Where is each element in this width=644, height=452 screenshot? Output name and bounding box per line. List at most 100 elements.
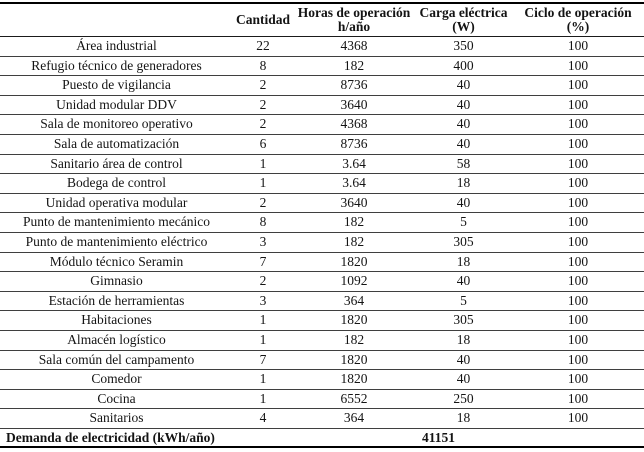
table-header: Cantidad Horas de operación h/año Carga … [0, 3, 644, 37]
ciclo-value: 100 [512, 232, 644, 253]
equipment-name: Cocina [0, 389, 233, 410]
horas-value: 3640 [293, 193, 415, 214]
cantidad-value: 1 [233, 310, 293, 331]
cantidad-value: 4 [233, 408, 293, 429]
cantidad-value: 1 [233, 173, 293, 194]
ciclo-value: 100 [512, 408, 644, 429]
ciclo-value: 100 [512, 310, 644, 331]
carga-value: 18 [415, 330, 512, 351]
equipment-name: Estación de herramientas [0, 291, 233, 312]
cantidad-value: 8 [233, 56, 293, 77]
horas-value: 182 [293, 232, 415, 253]
ciclo-value: 100 [512, 173, 644, 194]
footer-row: Demanda de electricidad (kWh/año) 41151 [0, 427, 644, 448]
carga-value: 18 [415, 173, 512, 194]
carga-value: 40 [415, 369, 512, 390]
ciclo-value: 100 [512, 350, 644, 371]
horas-value: 4368 [293, 36, 415, 57]
carga-value: 40 [415, 134, 512, 155]
carga-value: 40 [415, 193, 512, 214]
carga-value: 305 [415, 310, 512, 331]
cantidad-value: 1 [233, 154, 293, 175]
horas-value: 3.64 [293, 154, 415, 175]
equipment-name: Bodega de control [0, 173, 233, 194]
cantidad-value: 22 [233, 36, 293, 57]
equipment-name: Unidad operativa modular [0, 193, 233, 214]
cantidad-value: 7 [233, 350, 293, 371]
column-header-horas: Horas de operación h/año [293, 3, 415, 37]
table-row: Sanitario área de control 1 3.64 58 100 [0, 154, 644, 175]
table-row: Sala de automatización 6 8736 40 100 [0, 134, 644, 155]
horas-value: 6552 [293, 389, 415, 410]
table-row: Bodega de control 1 3.64 18 100 [0, 173, 644, 194]
cantidad-value: 8 [233, 212, 293, 233]
column-header-equipment [0, 3, 233, 37]
table-row: Estación de herramientas 3 364 5 100 [0, 291, 644, 312]
equipment-name: Puesto de vigilancia [0, 75, 233, 96]
ciclo-value: 100 [512, 114, 644, 135]
equipment-name: Punto de mantenimiento eléctrico [0, 232, 233, 253]
carga-value: 400 [415, 56, 512, 77]
header-line1: Ciclo de operación [524, 5, 632, 20]
carga-value: 58 [415, 154, 512, 175]
horas-value: 364 [293, 291, 415, 312]
horas-value: 1820 [293, 310, 415, 331]
table-row: Módulo técnico Seramin 7 1820 18 100 [0, 252, 644, 273]
carga-value: 40 [415, 271, 512, 292]
ciclo-value: 100 [512, 193, 644, 214]
horas-value: 8736 [293, 134, 415, 155]
table-row: Almacén logístico 1 182 18 100 [0, 330, 644, 351]
header-line1: Carga eléctrica [419, 5, 508, 20]
ciclo-value: 100 [512, 369, 644, 390]
table-footer: Demanda de electricidad (kWh/año) 41151 [0, 427, 644, 448]
horas-value: 182 [293, 212, 415, 233]
cantidad-value: 7 [233, 252, 293, 273]
table-row: Refugio técnico de generadores 8 182 400… [0, 56, 644, 77]
ciclo-value: 100 [512, 95, 644, 116]
carga-value: 350 [415, 36, 512, 57]
table-row: Habitaciones 1 1820 305 100 [0, 310, 644, 331]
horas-value: 182 [293, 56, 415, 77]
carga-value: 18 [415, 408, 512, 429]
table-row: Sanitarios 4 364 18 100 [0, 408, 644, 429]
equipment-name: Comedor [0, 369, 233, 390]
ciclo-value: 100 [512, 389, 644, 410]
horas-value: 3.64 [293, 173, 415, 194]
ciclo-value: 100 [512, 36, 644, 57]
carga-value: 250 [415, 389, 512, 410]
carga-value: 5 [415, 212, 512, 233]
ciclo-value: 100 [512, 212, 644, 233]
header-line1: Cantidad [235, 12, 291, 27]
equipment-name: Sanitarios [0, 408, 233, 429]
carga-value: 40 [415, 350, 512, 371]
table-row: Punto de mantenimiento eléctrico 3 182 3… [0, 232, 644, 253]
column-header-ciclo: Ciclo de operación (%) [512, 3, 644, 37]
horas-value: 3640 [293, 95, 415, 116]
horas-value: 364 [293, 408, 415, 429]
cantidad-value: 2 [233, 75, 293, 96]
equipment-name: Módulo técnico Seramin [0, 252, 233, 273]
equipment-name: Área industrial [0, 36, 233, 57]
footer-total-value: 41151 [233, 427, 644, 448]
table-row: Cocina 1 6552 250 100 [0, 389, 644, 410]
table-row: Comedor 1 1820 40 100 [0, 369, 644, 390]
table-row: Gimnasio 2 1092 40 100 [0, 271, 644, 292]
equipment-name: Sala común del campamento [0, 350, 233, 371]
cantidad-value: 1 [233, 369, 293, 390]
cantidad-value: 2 [233, 271, 293, 292]
ciclo-value: 100 [512, 134, 644, 155]
cantidad-value: 3 [233, 232, 293, 253]
equipment-name: Unidad modular DDV [0, 95, 233, 116]
equipment-name: Refugio técnico de generadores [0, 56, 233, 77]
cantidad-value: 1 [233, 330, 293, 351]
carga-value: 18 [415, 252, 512, 273]
cantidad-value: 1 [233, 389, 293, 410]
equipment-name: Almacén logístico [0, 330, 233, 351]
carga-value: 305 [415, 232, 512, 253]
ciclo-value: 100 [512, 330, 644, 351]
equipment-name: Sala de automatización [0, 134, 233, 155]
equipment-name: Sanitario área de control [0, 154, 233, 175]
table-row: Unidad operativa modular 2 3640 40 100 [0, 193, 644, 214]
